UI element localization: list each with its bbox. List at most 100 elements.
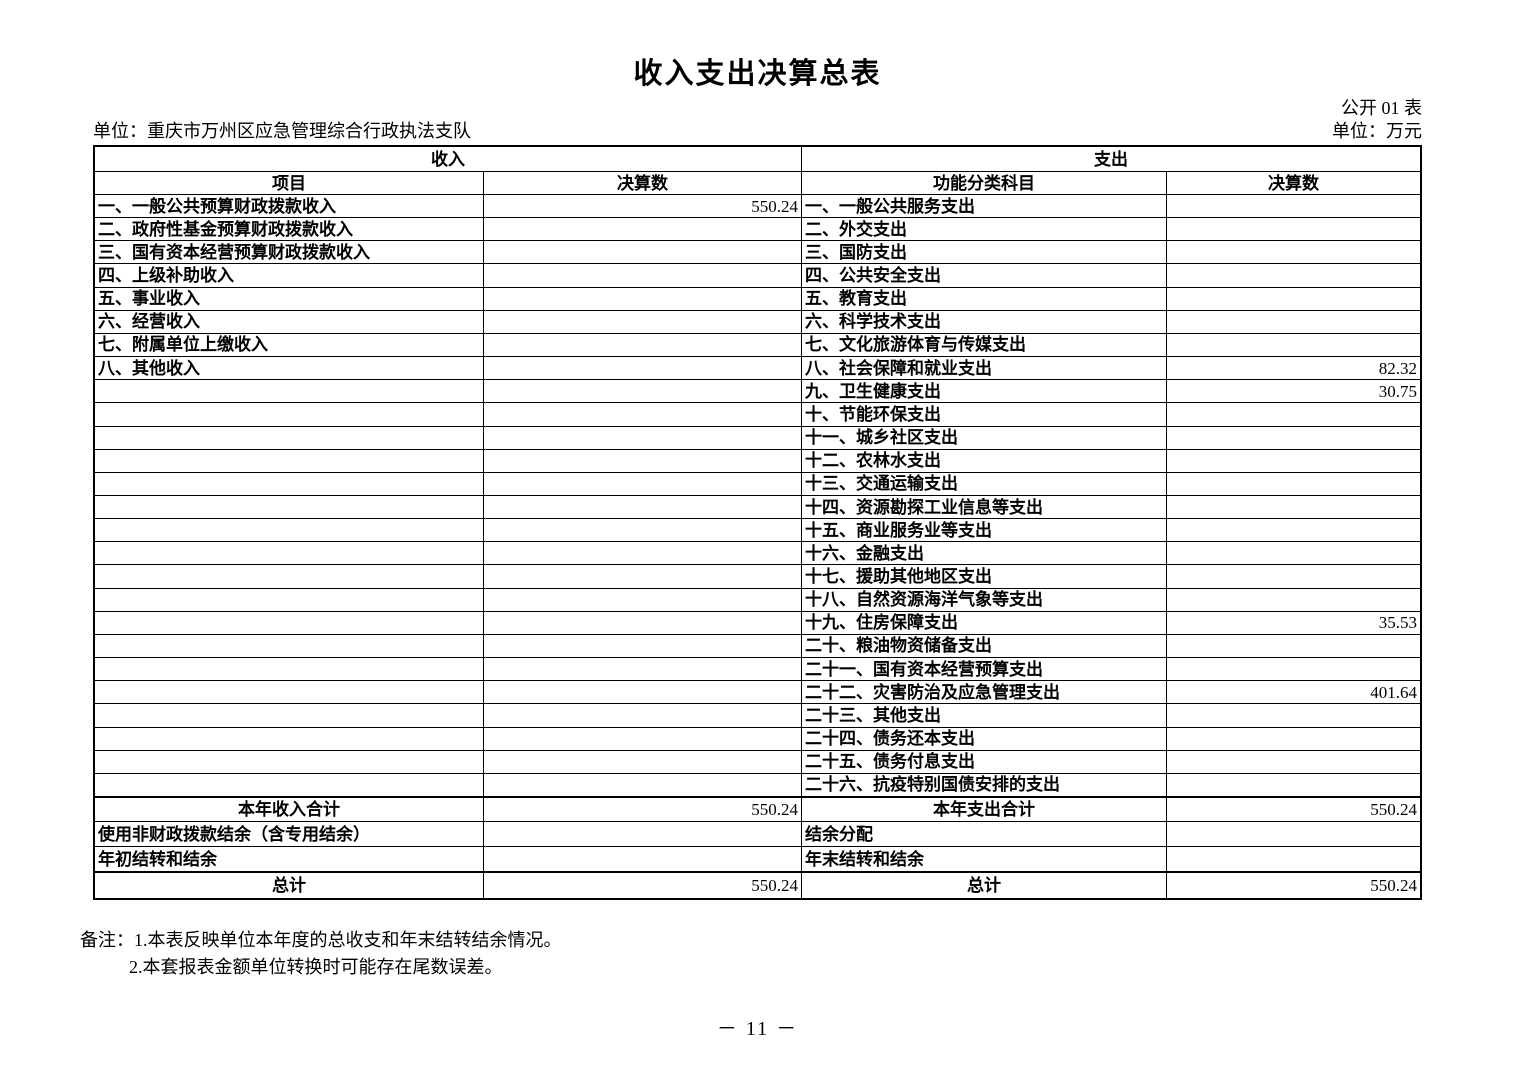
revenue-item-cell <box>95 611 484 635</box>
revenue-amount-cell <box>484 403 802 427</box>
revenue-item-cell <box>95 380 484 404</box>
currency-unit-label: 单位：万元 <box>1332 121 1422 141</box>
revenue-item-cell <box>95 472 484 496</box>
revenue-amount-cell <box>484 449 802 473</box>
expenditure-summary-label-cell: 结余分配 <box>802 822 1167 847</box>
expenditure-item-cell: 七、文化旅游体育与传媒支出 <box>802 333 1167 358</box>
revenue-item-cell <box>95 519 484 543</box>
expenditure-amount-cell <box>1167 334 1420 358</box>
revenue-item-cell: 五、事业收入 <box>95 287 484 311</box>
expenditure-summary-value-cell: 550.24 <box>1167 797 1420 822</box>
expenditure-item-cell: 十三、交通运输支出 <box>802 472 1167 496</box>
expenditure-amount-cell <box>1167 635 1420 659</box>
expenditure-item-cell: 二、外交支出 <box>802 218 1167 242</box>
revenue-amount-cell <box>484 218 802 242</box>
revenue-amount-cell <box>484 611 802 635</box>
revenue-item-cell <box>95 658 484 682</box>
meta-row: 单位：重庆市万州区应急管理综合行政执法支队 单位：万元 <box>93 117 1422 143</box>
revenue-amount-cell <box>484 472 802 496</box>
expenditure-amount-cell <box>1167 264 1420 288</box>
revenue-amount-cell <box>484 658 802 682</box>
expenditure-amount-cell: 82.32 <box>1167 357 1420 381</box>
expenditure-amount-cell <box>1167 403 1420 427</box>
expenditure-amount-cell <box>1167 774 1420 797</box>
expenditure-item-cell: 十九、住房保障支出 <box>802 611 1167 635</box>
expenditure-item-cell: 二十六、抗疫特别国债安排的支出 <box>802 773 1167 797</box>
expenditure-item-cell: 十、节能环保支出 <box>802 403 1167 427</box>
expenditure-item-cell: 二十五、债务付息支出 <box>802 750 1167 774</box>
revenue-item-cell <box>95 704 484 728</box>
revenue-item-cell <box>95 750 484 774</box>
expenditure-amount-cell: 35.53 <box>1167 612 1420 635</box>
expenditure-amount-cell: 30.75 <box>1167 380 1420 404</box>
revenue-summary-value-cell: 550.24 <box>484 797 802 822</box>
revenue-item-cell: 七、附属单位上缴收入 <box>95 333 484 358</box>
expenditure-item-cell: 十五、商业服务业等支出 <box>802 519 1167 543</box>
revenue-amount-cell <box>484 380 802 404</box>
expenditure-amount-cell <box>1167 565 1420 589</box>
page-title: 收入支出决算总表 <box>633 58 882 90</box>
expenditure-item-cell: 十七、援助其他地区支出 <box>802 565 1167 589</box>
revenue-item-cell: 二、政府性基金预算财政拨款收入 <box>95 218 484 242</box>
revenue-item-cell: 三、国有资本经营预算财政拨款收入 <box>95 241 484 265</box>
expenditure-amount-cell <box>1167 542 1420 566</box>
revenue-item-cell <box>95 681 484 705</box>
revenue-summary-value-cell: 550.24 <box>484 872 802 898</box>
revenue-item-cell <box>95 403 484 427</box>
revenue-amount-cell <box>484 241 802 265</box>
expenditure-amount-cell <box>1167 311 1420 334</box>
expenditure-amount-cell <box>1167 427 1420 450</box>
revenue-item-cell <box>95 496 484 520</box>
expenditure-amount-cell <box>1167 519 1420 543</box>
expenditure-amount-cell <box>1167 728 1420 751</box>
expenditure-amount-cell <box>1167 473 1420 496</box>
expenditure-item-cell: 二十、粮油物资储备支出 <box>802 634 1167 659</box>
footnote-line-1: 备注：1.本表反映单位本年度的总收支和年末结转结余情况。 <box>80 930 562 950</box>
revenue-item-cell <box>95 542 484 566</box>
revenue-amount-cell: 550.24 <box>484 195 802 219</box>
revenue-amount-cell <box>484 727 802 751</box>
expenditure-item-cell: 六、科学技术支出 <box>802 310 1167 334</box>
expenditure-item-cell: 十一、城乡社区支出 <box>802 426 1167 450</box>
expenditure-item-cell: 二十四、债务还本支出 <box>802 727 1167 751</box>
expenditure-item-cell: 十八、自然资源海洋气象等支出 <box>802 588 1167 612</box>
revenue-amount-cell <box>484 773 802 797</box>
revenue-amount-cell <box>484 750 802 774</box>
budget-table: 收入 支出 项目 决算数 功能分类科目 决算数 一、一般公共预算财政拨款收入 550.24 一、… <box>93 145 1422 900</box>
revenue-amount-cell <box>484 264 802 288</box>
footnote-block: 备注：1.本表反映单位本年度的总收支和年末结转结余情况。 2.本套报表金额单位转… <box>80 927 562 981</box>
expenditure-summary-label-cell: 总计 <box>802 872 1167 898</box>
expenditure-summary-label-cell: 本年支出合计 <box>802 797 1167 822</box>
expenditure-amount-cell <box>1167 218 1420 242</box>
revenue-amount-cell <box>484 496 802 520</box>
revenue-summary-label-cell: 年初结转和结余 <box>95 847 484 872</box>
revenue-amount-cell <box>484 681 802 705</box>
reporting-unit-label: 单位：重庆市万州区应急管理综合行政执法支队 <box>93 121 471 141</box>
expenditure-amount-cell <box>1167 589 1420 612</box>
expenditure-category-col-header: 功能分类科目 <box>802 172 1167 195</box>
expenditure-item-cell: 十六、金融支出 <box>802 542 1167 566</box>
revenue-amount-cell <box>484 634 802 659</box>
expenditure-item-cell: 三、国防支出 <box>802 241 1167 265</box>
expenditure-item-cell: 二十一、国有资本经营预算支出 <box>802 658 1167 682</box>
expenditure-item-cell: 五、教育支出 <box>802 287 1167 311</box>
expenditure-amount-cell <box>1167 751 1420 774</box>
expenditure-amount-cell <box>1167 658 1420 682</box>
revenue-item-cell <box>95 588 484 612</box>
revenue-item-cell <box>95 727 484 751</box>
expenditure-amount-cell <box>1167 496 1420 520</box>
revenue-item-cell <box>95 773 484 797</box>
revenue-amount-cell <box>484 287 802 311</box>
expenditure-summary-label-cell: 年末结转和结余 <box>802 847 1167 872</box>
expenditure-amount-cell <box>1167 704 1420 728</box>
revenue-item-cell: 一、一般公共预算财政拨款收入 <box>95 195 484 219</box>
revenue-amount-cell <box>484 519 802 543</box>
revenue-amount-cell <box>484 704 802 728</box>
revenue-amount-cell <box>484 542 802 566</box>
expenditure-item-cell: 八、社会保障和就业支出 <box>802 357 1167 381</box>
expenditure-summary-value-cell: 550.24 <box>1167 872 1420 898</box>
revenue-amount-cell <box>484 357 802 381</box>
revenue-item-cell <box>95 426 484 450</box>
table-code-label: 公开 01 表 <box>1341 98 1422 118</box>
